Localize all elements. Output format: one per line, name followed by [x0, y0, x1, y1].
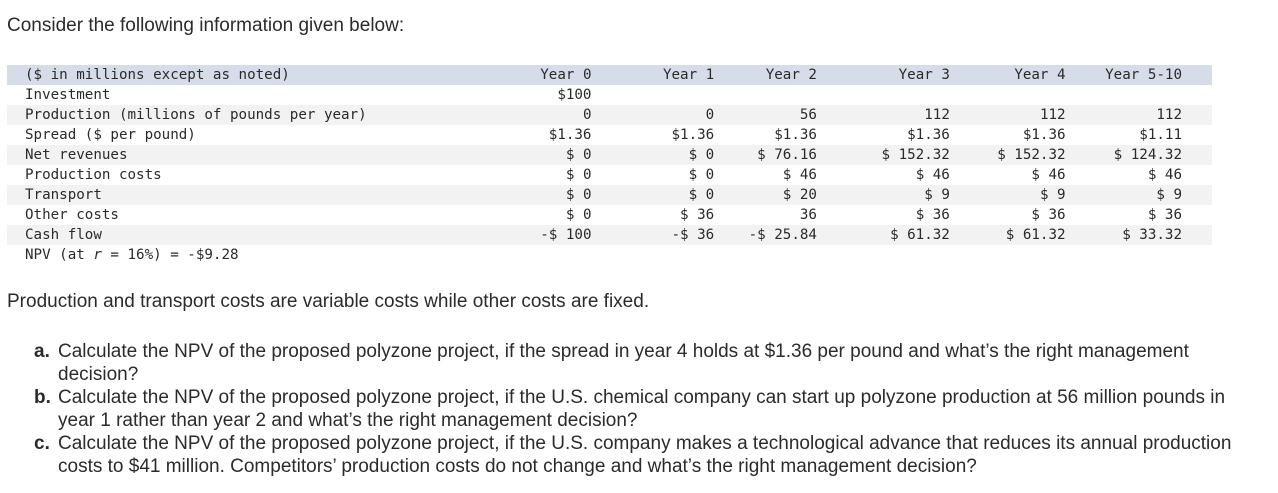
table-row: Production (millions of pounds per year)… — [7, 105, 1212, 125]
table-cell: -$ 36 — [671, 227, 715, 243]
header-label: ($ in millions except as noted) — [25, 67, 290, 83]
table-cell — [726, 85, 843, 105]
table-cell: 56 — [799, 107, 817, 123]
table-cell: $ 20 — [782, 187, 817, 203]
npv-prefix: NPV (at — [25, 247, 94, 263]
table-cell — [843, 85, 964, 105]
npv-suffix: = 16%) = -$9.28 — [101, 247, 239, 263]
table-cell: $100 — [557, 87, 592, 103]
row-label: Other costs — [25, 207, 119, 223]
table-cell — [1080, 85, 1212, 105]
table-row: Cash flow -$ 100 -$ 36 -$ 25.84 $ 61.32 $ 61.… — [7, 225, 1212, 245]
table-cell: $ 61.32 — [1005, 227, 1066, 243]
question-text: Calculate the NPV of the proposed polyzo… — [58, 341, 1189, 385]
row-label: Spread ($ per pound) — [25, 127, 196, 143]
table-cell: $ 36 — [680, 207, 715, 223]
table-cell: $ 0 — [565, 187, 592, 203]
question-c: c. Calculate the NPV of the proposed pol… — [34, 432, 1253, 478]
table-cell: $ 9 — [1156, 187, 1182, 203]
table-cell — [609, 85, 726, 105]
table-cell: $ 0 — [688, 187, 715, 203]
table-cell: 36 — [799, 207, 817, 223]
table-cell: $ 61.32 — [890, 227, 950, 243]
table-cell: $1.36 — [907, 127, 950, 143]
col-header-year-5-10: Year 5-10 — [1105, 67, 1182, 83]
col-header-year-4: Year 4 — [1014, 67, 1066, 83]
table-row: Investment $100 — [7, 85, 1212, 105]
question-text: Calculate the NPV of the proposed polyzo… — [58, 387, 1226, 431]
table-cell: $ 36 — [1031, 207, 1066, 223]
table-cell: $ 9 — [924, 187, 950, 203]
table-cell: $ 46 — [782, 167, 817, 183]
table-cell — [964, 85, 1080, 105]
table-cell: $ 9 — [1039, 187, 1066, 203]
row-label: Transport — [25, 187, 102, 203]
table-cell: $1.36 — [548, 127, 592, 143]
question-b: b. Calculate the NPV of the proposed pol… — [34, 386, 1253, 432]
row-label: Production (millions of pounds per year) — [25, 107, 367, 123]
question-list: a. Calculate the NPV of the proposed pol… — [34, 340, 1253, 478]
row-label: Net revenues — [25, 147, 128, 163]
table-cell: 112 — [1039, 107, 1066, 123]
table-cell: $ 152.32 — [881, 147, 950, 163]
table-header-row: ($ in millions except as noted) Year 0 Y… — [7, 65, 1212, 85]
table-cell: -$ 100 — [540, 227, 592, 243]
table-cell: $ 76.16 — [757, 147, 817, 163]
table-cell: $ 36 — [915, 207, 950, 223]
table-row: Net revenues $ 0 $ 0 $ 76.16 $ 152.32 $ 152.3… — [7, 145, 1212, 165]
table-cell: $ 46 — [1031, 167, 1066, 183]
npv-row: NPV (at r = 16%) = -$9.28 — [7, 245, 1212, 265]
question-letter: a. — [34, 341, 50, 362]
col-header-year-3: Year 3 — [898, 67, 950, 83]
row-label: Cash flow — [25, 227, 102, 243]
table-cell: $1.36 — [1022, 127, 1066, 143]
table-cell: $ 36 — [1147, 207, 1182, 223]
table-cell: $ 124.32 — [1113, 147, 1182, 163]
table-cell: $ 46 — [1147, 167, 1182, 183]
table-cell: $ 0 — [565, 147, 592, 163]
table-row: Other costs $ 0 $ 36 36 $ 36 $ 36 $ 36 — [7, 205, 1212, 225]
row-label: Investment — [25, 87, 111, 103]
table-cell: $ 152.32 — [997, 147, 1066, 163]
table-cell: 0 — [705, 107, 715, 123]
question-letter: c. — [34, 433, 50, 454]
row-label: Production costs — [25, 167, 162, 183]
col-header-year-1: Year 1 — [662, 67, 715, 83]
table-cell: -$ 25.84 — [748, 227, 817, 243]
table-cell: $1.36 — [671, 127, 715, 143]
table-cell: $1.36 — [774, 127, 817, 143]
table-cell: 0 — [582, 107, 592, 123]
table-cell: $ 0 — [688, 167, 715, 183]
table-row: Spread ($ per pound) $1.36 $1.36 $1.36 $1.36… — [7, 125, 1212, 145]
intro-text: Consider the following information given… — [7, 15, 405, 36]
cost-note: Production and transport costs are varia… — [7, 291, 650, 312]
table-cell: $ 46 — [915, 167, 950, 183]
table-cell: 112 — [1156, 107, 1182, 123]
table-cell: 112 — [924, 107, 950, 123]
table-cell: $ 0 — [565, 207, 592, 223]
npv-rate-symbol: r — [93, 247, 102, 263]
table-row: Production costs $ 0 $ 0 $ 46 $ 46 $ 46 $ 46 — [7, 165, 1212, 185]
question-a: a. Calculate the NPV of the proposed pol… — [34, 340, 1253, 386]
npv-label: NPV (at r = 16%) = -$9.28 — [7, 245, 1212, 265]
table-cell: $ 33.32 — [1122, 227, 1182, 243]
table-cell: $ 0 — [565, 167, 592, 183]
question-letter: b. — [34, 387, 51, 408]
table-row: Transport $ 0 $ 0 $ 20 $ 9 $ 9 $ 9 — [7, 185, 1212, 205]
question-text: Calculate the NPV of the proposed polyzo… — [58, 433, 1232, 477]
financial-table: ($ in millions except as noted) Year 0 Y… — [7, 65, 1212, 265]
col-header-year-2: Year 2 — [765, 67, 817, 83]
col-header-year-0: Year 0 — [540, 67, 592, 83]
table-cell: $ 0 — [688, 147, 715, 163]
table-cell: $1.11 — [1139, 127, 1182, 143]
